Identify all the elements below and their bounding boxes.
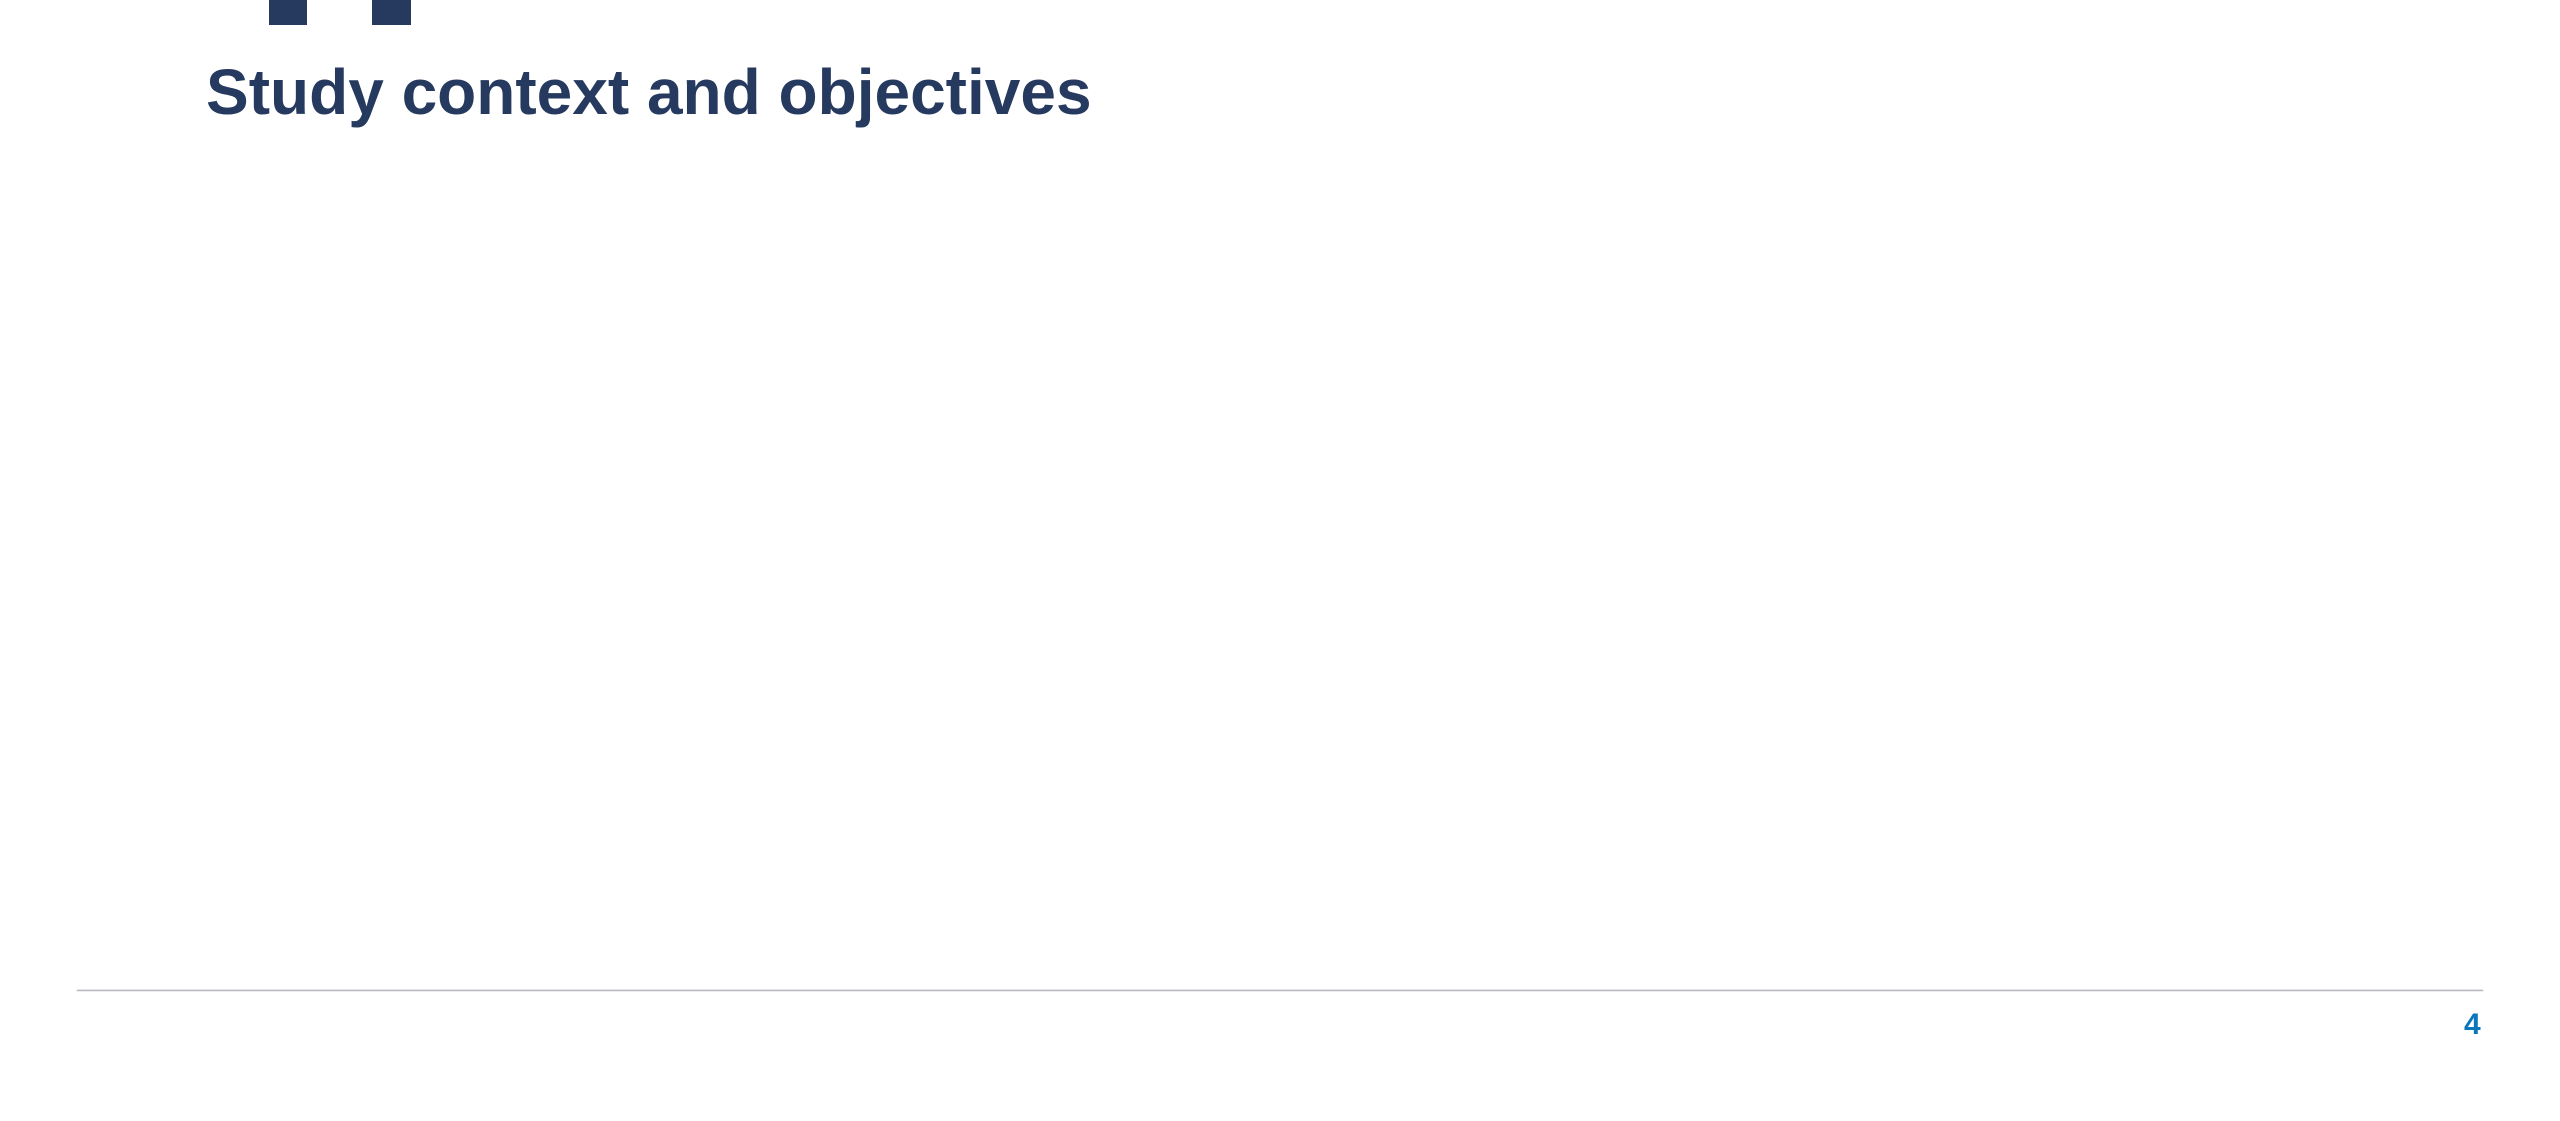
slide-title: Study context and objectives <box>206 56 1092 128</box>
logo-block <box>269 0 307 25</box>
page-number: 4 <box>2464 1008 2481 1041</box>
logo-block <box>372 0 411 25</box>
